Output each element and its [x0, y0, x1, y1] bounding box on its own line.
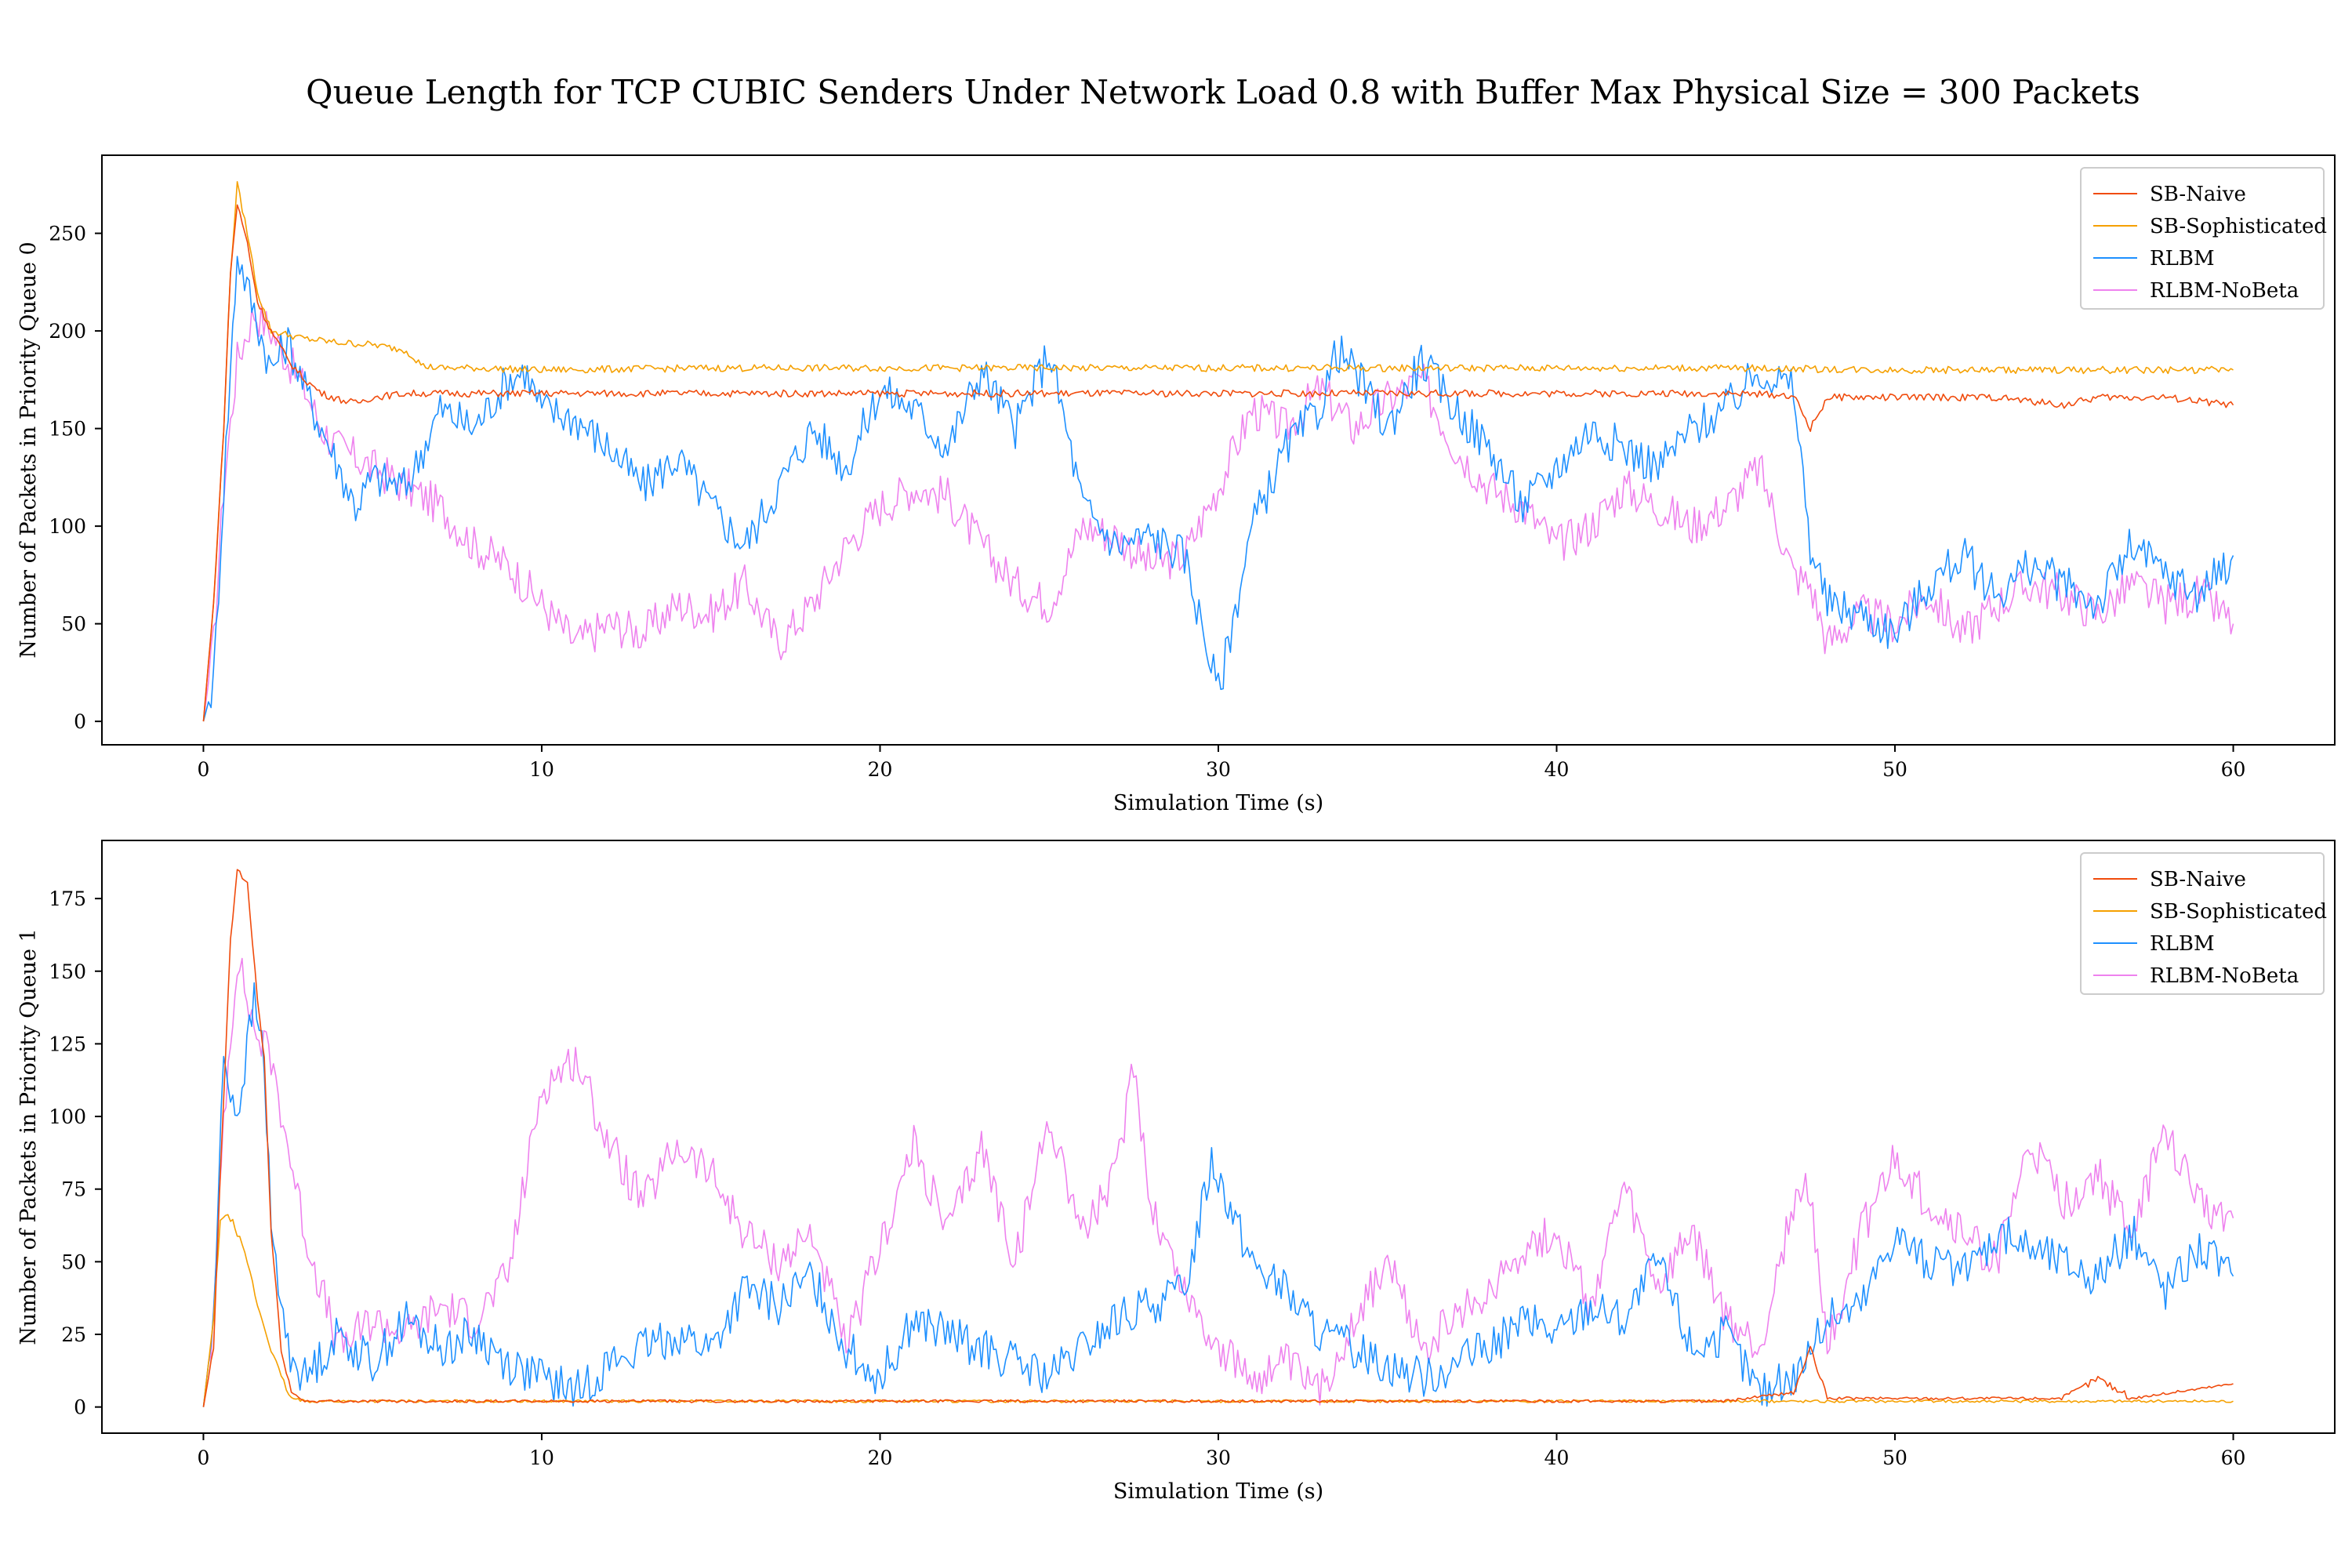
y-tick-label: 0	[74, 1396, 86, 1419]
y-tick-label: 25	[61, 1323, 86, 1346]
y-tick-label: 0	[74, 710, 86, 733]
legend-box	[2080, 852, 2325, 995]
x-tick-label: 30	[1206, 1446, 1231, 1469]
y-axis-ticks-queue-1: 0 25 50 75 100 125 150 175	[49, 887, 102, 1419]
y-axis-ticks-queue-0: 0 50 100 150 200 250	[49, 223, 102, 733]
panel-queue-0: 0 10 20 30 40 50 60 0 50 100 150 200 250 Simulation…	[16, 154, 2336, 815]
y-tick-label: 250	[49, 223, 86, 245]
plot-area-queue-1	[202, 869, 2234, 1407]
x-tick-label: 20	[868, 1446, 893, 1469]
x-tick-label: 50	[1882, 758, 1907, 781]
y-tick-label: 175	[49, 887, 86, 910]
series-line-rlbm	[202, 982, 2234, 1407]
panel-queue-1: 0 10 20 30 40 50 60 0 25 50 75 100 125 150 175 Simula…	[16, 840, 2336, 1504]
series-line-sb-naive	[202, 869, 2234, 1407]
legend-label-sb-sophisticated: SB-Sophisticated	[2150, 215, 2327, 238]
x-axis-label-queue-1: Simulation Time (s)	[1113, 1479, 1323, 1504]
x-tick-label: 60	[2221, 758, 2246, 781]
y-tick-label: 100	[49, 515, 86, 538]
series-line-rlbm	[202, 256, 2234, 722]
y-axis-label-queue-0: Number of Packets in Priority Queue 0	[16, 241, 41, 658]
x-tick-label: 30	[1206, 758, 1231, 781]
x-tick-label: 50	[1882, 1446, 1907, 1469]
plot-area-queue-0	[202, 181, 2234, 722]
y-tick-label: 100	[49, 1105, 86, 1128]
y-tick-label: 200	[49, 320, 86, 343]
y-tick-label: 150	[49, 418, 86, 441]
y-axis-label-queue-1: Number of Packets in Priority Queue 1	[16, 928, 41, 1345]
legend-label-rlbm-nobeta: RLBM-NoBeta	[2150, 279, 2299, 303]
x-tick-label: 20	[868, 758, 893, 781]
series-line-rlbm-nobeta	[202, 957, 2234, 1407]
x-tick-label: 10	[529, 758, 554, 781]
figure-title: Queue Length for TCP CUBIC Senders Under…	[306, 73, 2140, 111]
axes-frame-queue-0	[101, 154, 2336, 746]
y-tick-label: 150	[49, 960, 86, 983]
x-tick-label: 40	[1544, 758, 1570, 781]
x-axis-ticks-queue-0: 0 10 20 30 40 50 60	[198, 745, 2246, 781]
series-line-sb-sophisticated	[202, 1214, 2234, 1407]
legend-box	[2080, 167, 2325, 310]
legend-label-sb-naive: SB-Naive	[2150, 868, 2246, 891]
y-tick-label: 50	[61, 1250, 86, 1273]
x-tick-label: 10	[529, 1446, 554, 1469]
x-axis-label-queue-0: Simulation Time (s)	[1113, 791, 1323, 815]
series-line-sb-sophisticated	[202, 181, 2234, 722]
legend-queue-0: SB-Naive SB-Sophisticated RLBM RLBM-NoBeta	[2080, 167, 2327, 310]
x-tick-label: 0	[198, 758, 210, 781]
series-line-rlbm-nobeta	[202, 303, 2234, 722]
series-line-sb-naive	[202, 204, 2234, 722]
y-tick-label: 125	[49, 1033, 86, 1055]
legend-label-rlbm-nobeta: RLBM-NoBeta	[2150, 964, 2299, 988]
legend-label-sb-naive: SB-Naive	[2150, 183, 2246, 206]
x-tick-label: 40	[1544, 1446, 1570, 1469]
legend-queue-1: SB-Naive SB-Sophisticated RLBM RLBM-NoBeta	[2080, 852, 2327, 995]
x-tick-label: 0	[198, 1446, 210, 1469]
y-tick-label: 75	[61, 1178, 86, 1201]
x-tick-label: 60	[2221, 1446, 2246, 1469]
legend-label-rlbm: RLBM	[2150, 247, 2215, 270]
x-axis-ticks-queue-1: 0 10 20 30 40 50 60	[198, 1433, 2246, 1469]
legend-label-rlbm: RLBM	[2150, 932, 2215, 956]
y-tick-label: 50	[61, 613, 86, 636]
legend-label-sb-sophisticated: SB-Sophisticated	[2150, 900, 2327, 924]
